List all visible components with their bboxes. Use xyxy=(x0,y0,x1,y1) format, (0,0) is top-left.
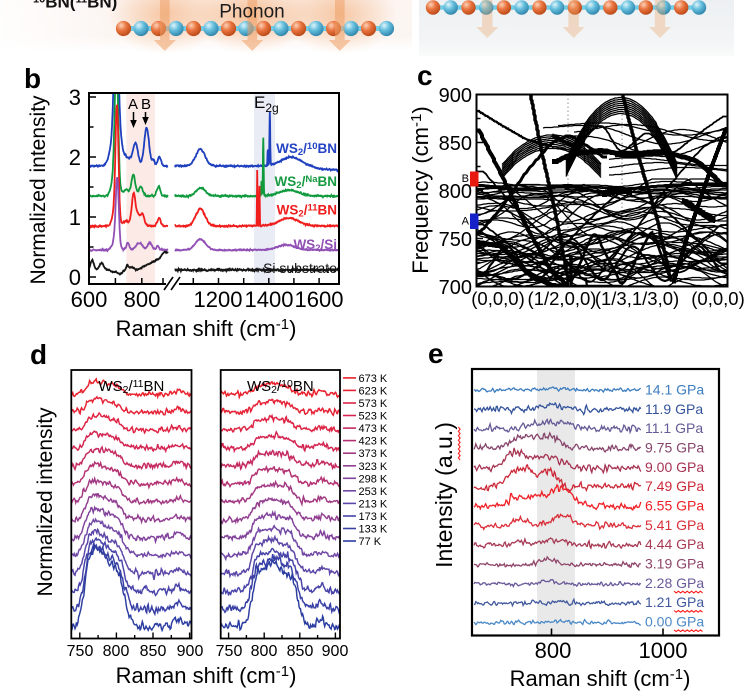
svg-text:1600: 1600 xyxy=(295,287,344,312)
svg-text:323 K: 323 K xyxy=(359,461,388,473)
svg-text:473 K: 473 K xyxy=(359,423,388,435)
svg-text:7.49 GPa: 7.49 GPa xyxy=(645,478,704,494)
svg-text:900: 900 xyxy=(177,643,204,660)
svg-text:850: 850 xyxy=(140,643,167,660)
svg-text:d: d xyxy=(30,339,47,370)
svg-text:Raman shift (cm-1): Raman shift (cm-1) xyxy=(116,663,297,688)
svg-text:298 K: 298 K xyxy=(359,473,388,485)
svg-text:3.19 GPa: 3.19 GPa xyxy=(645,556,704,572)
svg-text:133 K: 133 K xyxy=(359,524,388,536)
svg-text:11.1 GPa: 11.1 GPa xyxy=(645,420,703,436)
svg-text:800: 800 xyxy=(535,638,572,663)
svg-text:WS2/NaBN: WS2/NaBN xyxy=(275,174,337,191)
svg-text:B: B xyxy=(462,173,469,185)
svg-text:WS2/11BN: WS2/11BN xyxy=(277,203,337,220)
svg-text:e: e xyxy=(428,338,444,369)
svg-text:Raman shift (cm-1): Raman shift (cm-1) xyxy=(510,666,691,691)
svg-text:6.55 GPa: 6.55 GPa xyxy=(645,498,704,514)
svg-text:5.41 GPa: 5.41 GPa xyxy=(645,517,704,533)
svg-text:(0,0,0): (0,0,0) xyxy=(691,288,744,309)
svg-text:Normalized intensity: Normalized intensity xyxy=(34,407,57,597)
svg-text:1.21 GPa: 1.21 GPa xyxy=(645,594,704,610)
svg-text:Si substrate: Si substrate xyxy=(263,260,337,276)
svg-text:213 K: 213 K xyxy=(359,498,388,510)
svg-text:14.1 GPa: 14.1 GPa xyxy=(645,382,704,398)
svg-text:4.44 GPa: 4.44 GPa xyxy=(645,536,704,552)
svg-text:900: 900 xyxy=(322,643,349,660)
svg-text:WS2/10BN: WS2/10BN xyxy=(276,141,337,158)
svg-text:253 K: 253 K xyxy=(359,486,388,498)
svg-text:(0,0,0): (0,0,0) xyxy=(471,288,524,309)
svg-text:523 K: 523 K xyxy=(359,411,388,423)
svg-text:750: 750 xyxy=(216,643,243,660)
svg-text:(1/3,1/3,0): (1/3,1/3,0) xyxy=(595,288,679,309)
svg-text:173 K: 173 K xyxy=(359,511,388,523)
svg-text:WS2/10BN: WS2/10BN xyxy=(247,378,314,396)
svg-text:800: 800 xyxy=(124,287,161,312)
svg-text:1200: 1200 xyxy=(194,287,243,312)
svg-text:b: b xyxy=(24,63,41,94)
svg-text:0: 0 xyxy=(69,265,81,290)
svg-text:11.9 GPa: 11.9 GPa xyxy=(645,401,703,417)
svg-text:9.00 GPa: 9.00 GPa xyxy=(645,459,704,475)
svg-text:573 K: 573 K xyxy=(359,398,388,410)
svg-text:77 K: 77 K xyxy=(359,536,382,548)
svg-text:Frequency (cm-1): Frequency (cm-1) xyxy=(408,106,433,273)
svg-text:A: A xyxy=(462,216,470,228)
svg-text:673 K: 673 K xyxy=(359,373,388,385)
svg-text:c: c xyxy=(417,60,433,91)
svg-text:750: 750 xyxy=(439,229,472,251)
svg-text:10BN(11BN): 10BN(11BN) xyxy=(33,0,117,12)
svg-text:(1/2,0,0): (1/2,0,0) xyxy=(528,288,597,309)
svg-text:Normalized intensity: Normalized intensity xyxy=(27,95,50,285)
svg-text:850: 850 xyxy=(287,643,314,660)
svg-text:Phonon: Phonon xyxy=(219,2,285,23)
svg-text:850: 850 xyxy=(439,133,472,155)
svg-text:423 K: 423 K xyxy=(359,436,388,448)
svg-text:900: 900 xyxy=(439,85,472,107)
svg-text:A: A xyxy=(128,96,138,113)
svg-text:9.75 GPa: 9.75 GPa xyxy=(645,440,704,456)
svg-text:373 K: 373 K xyxy=(359,448,388,460)
svg-text:1: 1 xyxy=(69,205,81,230)
svg-text:Intensity (a.u.): Intensity (a.u.) xyxy=(431,422,457,568)
svg-text:800: 800 xyxy=(439,181,472,203)
svg-text:0.00 GPa: 0.00 GPa xyxy=(645,614,704,630)
svg-text:1400: 1400 xyxy=(245,287,294,312)
svg-text:2.28 GPa: 2.28 GPa xyxy=(645,575,704,591)
svg-text:700: 700 xyxy=(439,277,472,299)
svg-text:B: B xyxy=(141,96,151,113)
svg-text:2: 2 xyxy=(69,145,81,170)
svg-text:750: 750 xyxy=(67,643,94,660)
svg-text:623 K: 623 K xyxy=(359,385,388,397)
svg-text:800: 800 xyxy=(103,643,130,660)
svg-text:WS2/11BN: WS2/11BN xyxy=(98,378,164,396)
svg-text:800: 800 xyxy=(251,643,278,660)
svg-text:1000: 1000 xyxy=(639,638,688,663)
svg-text:3: 3 xyxy=(69,85,81,110)
svg-text:Raman shift (cm-1): Raman shift (cm-1) xyxy=(116,316,297,341)
svg-text:WS2/Si: WS2/Si xyxy=(293,237,337,254)
svg-text:600: 600 xyxy=(71,287,108,312)
